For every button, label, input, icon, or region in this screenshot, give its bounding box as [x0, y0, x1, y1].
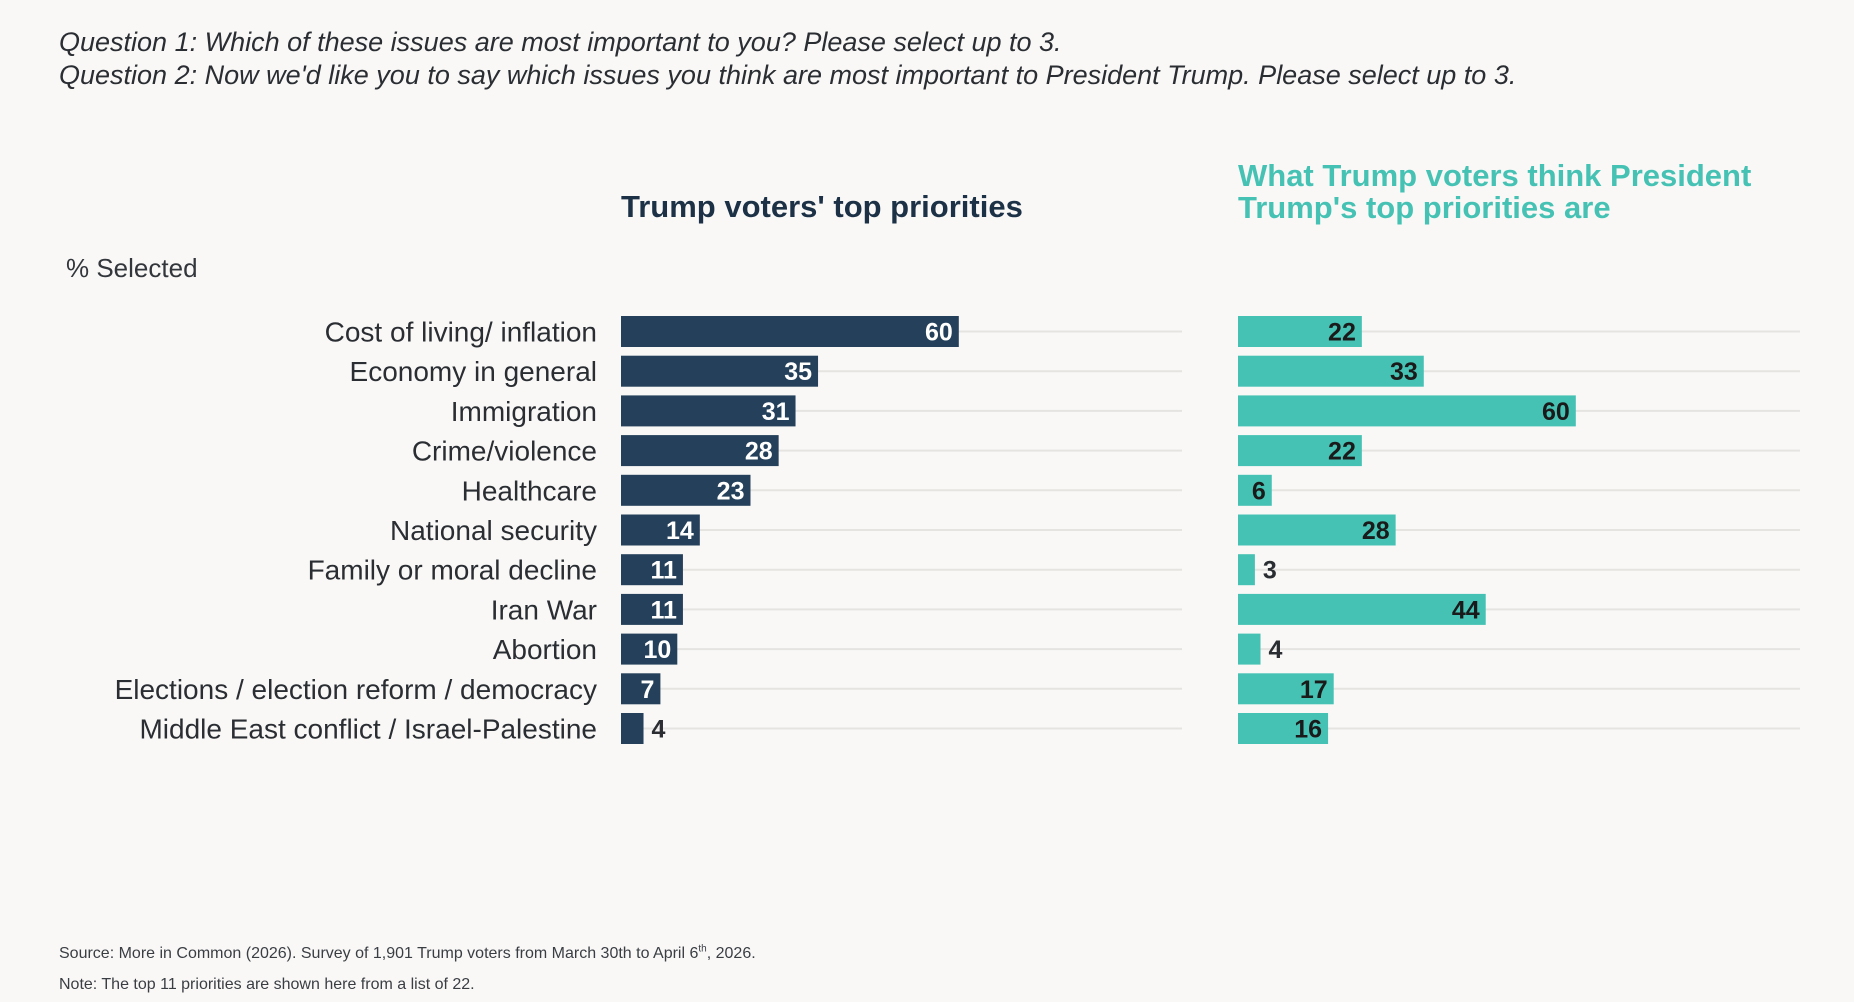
data-label: 14	[666, 517, 694, 545]
bar	[1238, 633, 1261, 665]
bar	[1238, 554, 1255, 586]
question-1: Question 1: Which of these issues are mo…	[59, 27, 1062, 57]
data-label: 28	[745, 438, 773, 466]
axis-label: % Selected	[66, 253, 198, 283]
bar	[621, 633, 678, 665]
data-label: 35	[784, 358, 812, 386]
category-label: Immigration	[451, 396, 597, 427]
data-label: 3	[1263, 557, 1277, 585]
bar	[1238, 435, 1362, 467]
left-panel-title: Trump voters' top priorities	[621, 189, 1023, 224]
data-label: 7	[641, 676, 655, 704]
category-label: Healthcare	[462, 475, 597, 506]
bar	[621, 554, 683, 586]
bar	[621, 316, 959, 347]
bar	[621, 355, 819, 387]
bar	[1238, 514, 1396, 546]
bar	[621, 395, 796, 427]
data-label: 6	[1252, 477, 1266, 505]
bar	[1238, 593, 1486, 625]
data-label: 11	[650, 596, 677, 624]
right-panel-title-line-1: What Trump voters think President	[1238, 158, 1752, 193]
data-label: 23	[717, 477, 745, 505]
bar	[621, 435, 779, 467]
category-label: Elections / election reform / democracy	[115, 674, 597, 705]
data-label: 44	[1452, 596, 1480, 624]
bar	[1238, 355, 1424, 387]
data-label: 22	[1328, 438, 1356, 466]
bar	[1238, 474, 1272, 506]
list-note: Note: The top 11 priorities are shown he…	[59, 976, 475, 993]
bar	[621, 713, 644, 744]
bar	[1238, 395, 1576, 427]
category-label: Middle East conflict / Israel-Palestine	[139, 714, 597, 745]
right-panel-title: What Trump voters think President Trump'…	[1238, 160, 1751, 224]
data-label: 10	[643, 636, 671, 664]
category-label: Cost of living/ inflation	[325, 317, 597, 348]
bar	[621, 474, 751, 506]
bar	[1238, 316, 1362, 347]
category-label: National security	[390, 515, 597, 546]
category-label: Iran War	[491, 594, 597, 625]
data-label: 28	[1362, 517, 1390, 545]
category-label: Abortion	[493, 634, 597, 665]
bar	[621, 514, 700, 546]
data-label: 17	[1300, 676, 1328, 704]
data-label: 11	[650, 557, 677, 585]
question-2: Question 2: Now we'd like you to say whi…	[59, 60, 1517, 90]
right-panel-title-line-2: Trump's top priorities are	[1238, 190, 1611, 225]
data-label: 4	[1269, 636, 1283, 664]
data-label: 60	[925, 319, 953, 347]
category-label: Economy in general	[350, 356, 597, 387]
source-note: Source: More in Common (2026). Survey of…	[59, 943, 756, 962]
bar	[621, 673, 661, 705]
data-label: 22	[1328, 319, 1356, 347]
category-label: Family or moral decline	[308, 555, 597, 586]
footer: Source: More in Common (2026). Survey of…	[59, 938, 756, 1000]
data-label: 31	[762, 398, 790, 426]
bar	[1238, 673, 1334, 705]
data-label: 60	[1542, 398, 1570, 426]
data-label: 33	[1390, 358, 1418, 386]
bar	[621, 593, 683, 625]
data-label: 16	[1294, 716, 1322, 744]
question-text: Question 1: Which of these issues are mo…	[59, 26, 1516, 92]
category-label: Crime/violence	[412, 436, 597, 467]
data-label: 4	[652, 716, 666, 744]
bar	[1238, 713, 1329, 744]
